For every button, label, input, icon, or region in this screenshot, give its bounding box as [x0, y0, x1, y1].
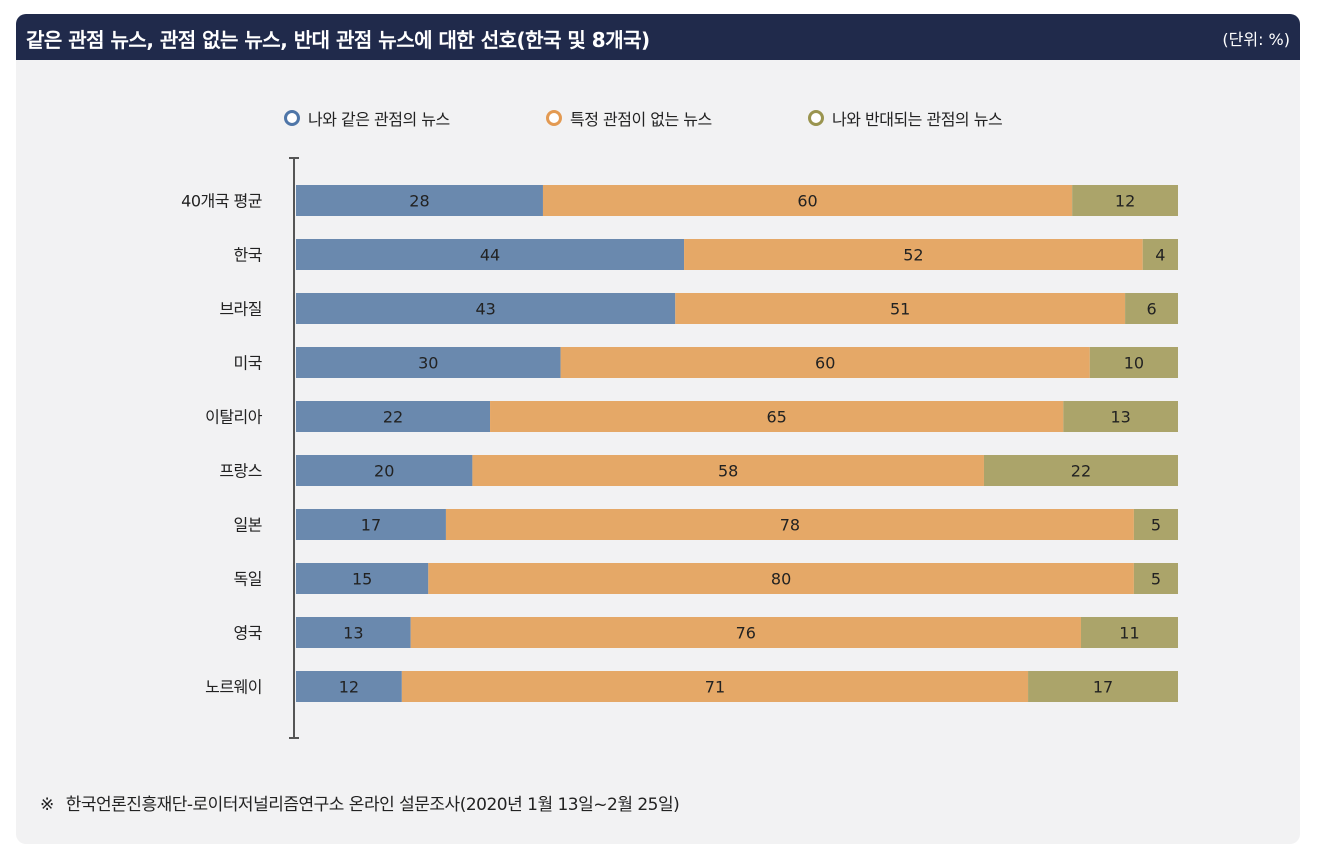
unit-label: (단위: %): [1222, 30, 1290, 49]
category-label: 프랑스: [219, 462, 262, 481]
data-label: 52: [903, 246, 923, 265]
bar-segment: [1089, 347, 1178, 378]
bar-segment: [296, 455, 473, 486]
bar-segment: [1142, 239, 1178, 270]
bar-segment: [472, 455, 984, 486]
category-label: 이탈리아: [205, 408, 263, 427]
bar-segment: [401, 671, 1029, 702]
data-label: 71: [705, 678, 725, 697]
stacked-bar-chart: 28 60 12 40개국 평균 44 52 4 한국 43 51 6 브라질 30 60 10 미국 22 65…: [181, 157, 1178, 739]
data-label: 11: [1119, 624, 1139, 643]
bar-segment: [1133, 509, 1178, 540]
category-label: 40개국 평균: [181, 192, 262, 211]
data-label: 5: [1151, 516, 1161, 535]
chart-panel: 같은 관점 뉴스, 관점 없는 뉴스, 반대 관점 뉴스에 대한 선호(한국 및…: [16, 14, 1300, 844]
bar-segment: [983, 455, 1178, 486]
legend-marker-same-view: [284, 110, 300, 126]
data-label: 80: [771, 570, 791, 589]
bar-segment: [1028, 671, 1178, 702]
data-label: 28: [409, 192, 429, 211]
data-label: 60: [815, 354, 835, 373]
legend-marker-no-view: [546, 110, 562, 126]
bar-segment: [296, 563, 429, 594]
legend-item-same-view: 나와 같은 관점의 뉴스: [284, 106, 450, 130]
data-label: 44: [480, 246, 500, 265]
bar-segment: [410, 617, 1081, 648]
category-label: 일본: [234, 516, 262, 535]
category-label: 독일: [234, 570, 262, 589]
bar-segment: [684, 239, 1143, 270]
bar-segment: [296, 401, 491, 432]
data-label: 17: [1093, 678, 1113, 697]
bar-segment: [1080, 617, 1178, 648]
category-label: 브라질: [219, 300, 262, 319]
bar-segment: [1133, 563, 1178, 594]
data-label: 6: [1146, 300, 1156, 319]
data-label: 60: [797, 192, 817, 211]
data-label: 5: [1151, 570, 1161, 589]
data-label: 76: [736, 624, 756, 643]
legend-label-no-view: 특정 관점이 없는 뉴스: [570, 110, 712, 129]
title-bar: 같은 관점 뉴스, 관점 없는 뉴스, 반대 관점 뉴스에 대한 선호(한국 및…: [16, 14, 1300, 60]
data-label: 17: [361, 516, 381, 535]
footnote-mark: ※: [40, 795, 54, 815]
data-label: 12: [339, 678, 359, 697]
data-label: 78: [780, 516, 800, 535]
bar-segment: [296, 509, 446, 540]
data-label: 22: [1071, 462, 1091, 481]
data-label: 65: [767, 408, 787, 427]
legend-label-opposite-view: 나와 반대되는 관점의 뉴스: [832, 110, 1003, 129]
data-label: 13: [1110, 408, 1130, 427]
category-label: 노르웨이: [205, 678, 262, 697]
legend-label-same-view: 나와 같은 관점의 뉴스: [308, 110, 450, 129]
footnote: ※ 한국언론진흥재단-로이터저널리즘연구소 온라인 설문조사(2020년 1월 1…: [40, 790, 680, 815]
bar-segment: [675, 293, 1126, 324]
legend-item-no-view: 특정 관점이 없는 뉴스: [546, 106, 712, 130]
bar-segment: [296, 617, 411, 648]
legend: 나와 같은 관점의 뉴스 특정 관점이 없는 뉴스 나와 반대되는 관점의 뉴스: [16, 106, 1300, 136]
bar-segment: [560, 347, 1090, 378]
bar-segment: [490, 401, 1064, 432]
category-label: 영국: [234, 624, 262, 643]
category-label: 미국: [234, 354, 262, 373]
bar-segment: [1072, 185, 1178, 216]
bar-segment: [542, 185, 1073, 216]
data-label: 10: [1124, 354, 1144, 373]
data-label: 13: [343, 624, 363, 643]
bar-segment: [445, 509, 1134, 540]
bar-segment: [296, 185, 543, 216]
bar-segment: [1125, 293, 1178, 324]
legend-item-opposite-view: 나와 반대되는 관점의 뉴스: [808, 106, 1003, 130]
data-label: 15: [352, 570, 372, 589]
bar-segment: [296, 293, 676, 324]
category-label: 한국: [234, 246, 262, 265]
chart-title: 같은 관점 뉴스, 관점 없는 뉴스, 반대 관점 뉴스에 대한 선호(한국 및…: [26, 28, 650, 52]
footnote-text: 한국언론진흥재단-로이터저널리즘연구소 온라인 설문조사(2020년 1월 13…: [65, 795, 680, 815]
data-label: 4: [1155, 246, 1165, 265]
data-label: 30: [418, 354, 438, 373]
data-label: 12: [1115, 192, 1135, 211]
data-label: 22: [383, 408, 403, 427]
data-label: 20: [374, 462, 394, 481]
bar-segment: [296, 671, 402, 702]
data-label: 51: [890, 300, 910, 319]
legend-marker-opposite-view: [808, 110, 824, 126]
bar-segment: [428, 563, 1134, 594]
bar-segment: [1063, 401, 1178, 432]
data-label: 58: [718, 462, 738, 481]
bar-segment: [296, 239, 685, 270]
data-label: 43: [475, 300, 495, 319]
bar-segment: [296, 347, 561, 378]
